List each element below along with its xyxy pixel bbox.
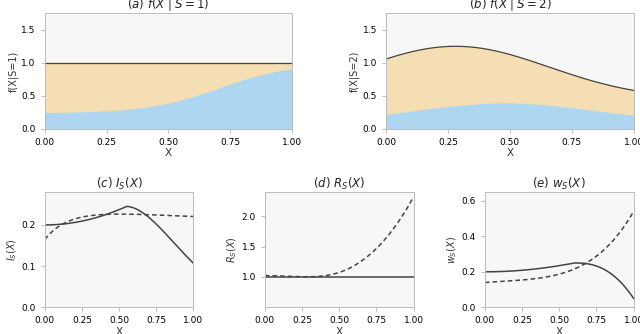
Title: $(b)\ f(X \mid S = 2)$: $(b)\ f(X \mid S = 2)$	[468, 0, 551, 13]
Y-axis label: f(X|S=1): f(X|S=1)	[8, 50, 19, 92]
Title: $(d)\ R_S(X)$: $(d)\ R_S(X)$	[313, 176, 365, 192]
X-axis label: X: X	[506, 148, 513, 158]
Title: $(c)\ I_S(X)$: $(c)\ I_S(X)$	[96, 176, 143, 192]
X-axis label: X: X	[335, 327, 343, 334]
X-axis label: X: X	[116, 327, 123, 334]
Title: $(a)\ f(X \mid S = 1)$: $(a)\ f(X \mid S = 1)$	[127, 0, 210, 13]
X-axis label: X: X	[165, 148, 172, 158]
Y-axis label: $I_S(X)$: $I_S(X)$	[5, 238, 19, 261]
Title: $(e)\ w_S(X)$: $(e)\ w_S(X)$	[532, 176, 586, 192]
Y-axis label: f(X|S=2): f(X|S=2)	[349, 50, 360, 92]
Y-axis label: $w_S(X)$: $w_S(X)$	[445, 236, 459, 264]
X-axis label: X: X	[556, 327, 563, 334]
Y-axis label: $R_S(X)$: $R_S(X)$	[225, 236, 239, 263]
